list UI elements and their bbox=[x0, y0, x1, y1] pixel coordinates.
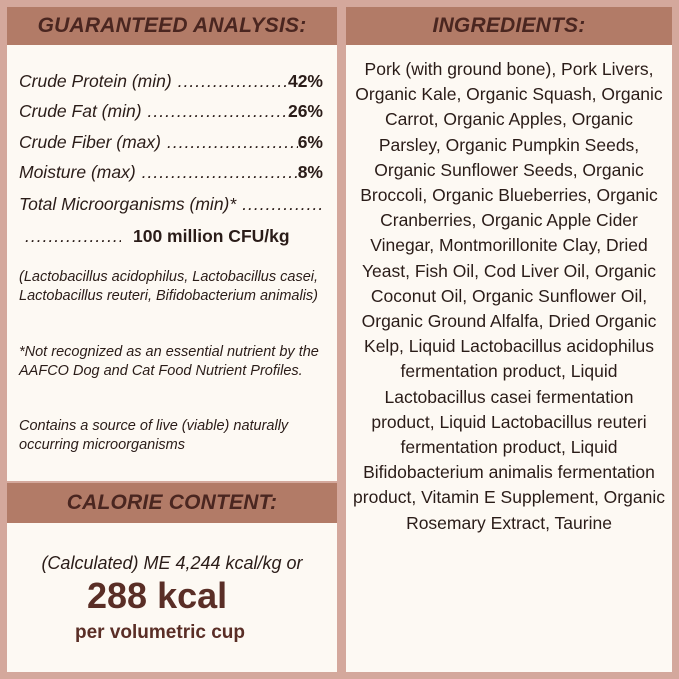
live-microorganisms-note: Contains a source of live (viable) natur… bbox=[19, 418, 289, 453]
guaranteed-analysis-panel: GUARANTEED ANALYSIS: Crude Protein (min)… bbox=[7, 7, 337, 481]
row-value: 100 million CFU/kg bbox=[133, 226, 290, 246]
analysis-row: Crude Protein (min).....................… bbox=[19, 71, 323, 92]
ingredients-panel: INGREDIENTS: Pork (with ground bone), Po… bbox=[346, 7, 672, 672]
row-value: 8% bbox=[297, 162, 323, 182]
ingredients-list: Pork (with ground bone), Pork Livers, Or… bbox=[353, 59, 665, 533]
calorie-calculated: (Calculated) ME 4,244 kcal/kg or bbox=[41, 553, 303, 573]
microorganisms-value-row: ........................................… bbox=[25, 226, 323, 247]
row-label: Crude Fiber (max) bbox=[19, 132, 161, 152]
dot-leader: ........................................… bbox=[166, 132, 298, 152]
ingredients-title: INGREDIENTS: bbox=[346, 7, 672, 45]
dot-leader: ........................................… bbox=[141, 162, 298, 182]
analysis-row: Moisture (max)..........................… bbox=[19, 162, 323, 183]
dot-leader: ........................................… bbox=[242, 194, 323, 214]
aafco-note: *Not recognized as an essential nutrient… bbox=[19, 344, 319, 379]
row-label: Moisture (max) bbox=[19, 162, 136, 182]
row-value: 42% bbox=[287, 71, 323, 91]
dot-leader: ........................................… bbox=[177, 71, 288, 91]
row-value: 26% bbox=[287, 101, 323, 121]
dot-leader: ........................................… bbox=[147, 101, 288, 121]
row-label: Crude Fat (min) bbox=[19, 101, 142, 121]
calorie-kcal: 288 kcal bbox=[87, 575, 228, 616]
calorie-content-title: CALORIE CONTENT: bbox=[7, 483, 337, 523]
microorganisms-row: Total Microorganisms (min)*.............… bbox=[19, 194, 323, 215]
dot-leader: ........................................… bbox=[25, 226, 121, 246]
analysis-row: Crude Fiber (max).......................… bbox=[19, 132, 323, 153]
strain-note: (Lactobacillus acidophilus, Lactobacillu… bbox=[19, 269, 319, 304]
row-label: Total Microorganisms (min)* bbox=[19, 194, 237, 214]
row-label: Crude Protein (min) bbox=[19, 71, 172, 91]
guaranteed-analysis-title: GUARANTEED ANALYSIS: bbox=[7, 7, 337, 45]
calorie-unit: per volumetric cup bbox=[75, 622, 245, 643]
row-value: 6% bbox=[297, 132, 323, 152]
calorie-content-panel: CALORIE CONTENT: (Calculated) ME 4,244 k… bbox=[7, 483, 337, 672]
analysis-row: Crude Fat (min).........................… bbox=[19, 101, 323, 122]
